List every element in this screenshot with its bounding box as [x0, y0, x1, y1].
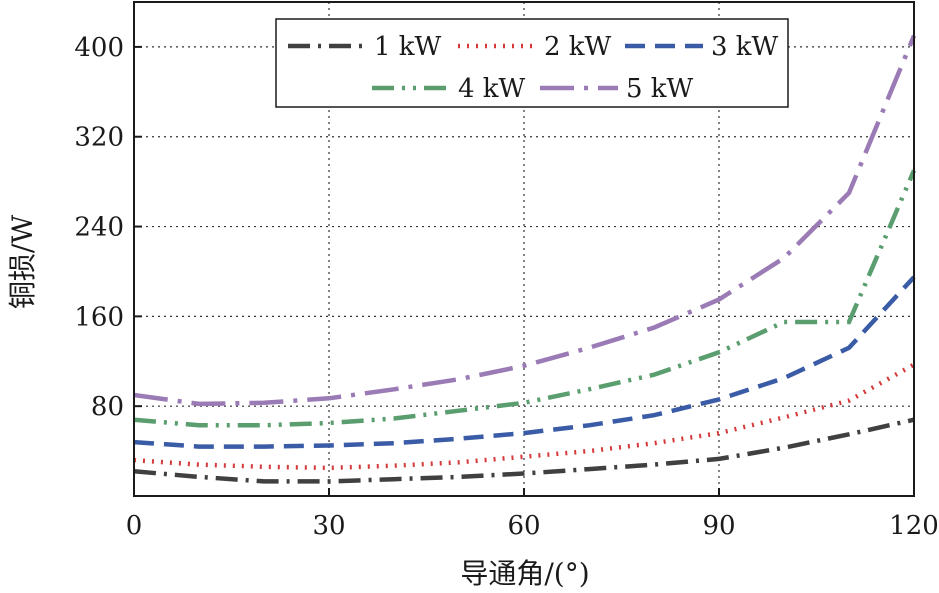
y-tick-label: 80	[91, 392, 124, 422]
y-tick-label: 240	[74, 213, 124, 243]
x-tick-label: 60	[507, 511, 540, 541]
legend-label-1: 1 kW	[374, 32, 442, 62]
y-tick-label: 160	[74, 302, 124, 332]
series-line-3	[133, 275, 916, 449]
x-tick-label: 30	[312, 511, 345, 541]
legend-label-3: 3 kW	[711, 32, 779, 62]
series-lines	[133, 34, 917, 484]
series-line-5	[133, 34, 917, 407]
legend-label-5: 5 kW	[626, 74, 694, 104]
x-tick-label: 120	[889, 511, 939, 541]
x-tick-label: 90	[702, 511, 735, 541]
x-axis-label: 导通角/(°)	[460, 557, 589, 590]
legend-box	[275, 18, 789, 108]
x-tick-label: 0	[126, 511, 143, 541]
y-tick-label: 400	[74, 33, 124, 63]
legend-label-2: 2 kW	[544, 32, 612, 62]
series-line-1	[133, 417, 915, 484]
legend: 1 kW 2 kW 3 kW 4 kW 5 kW	[275, 18, 789, 108]
y-axis-label: 铜损/W	[6, 215, 39, 309]
legend-label-4: 4 kW	[458, 74, 526, 104]
axis-ticks: 0 30 60 90 120 80 160 240 320 400	[74, 33, 938, 541]
y-tick-label: 320	[74, 123, 124, 153]
